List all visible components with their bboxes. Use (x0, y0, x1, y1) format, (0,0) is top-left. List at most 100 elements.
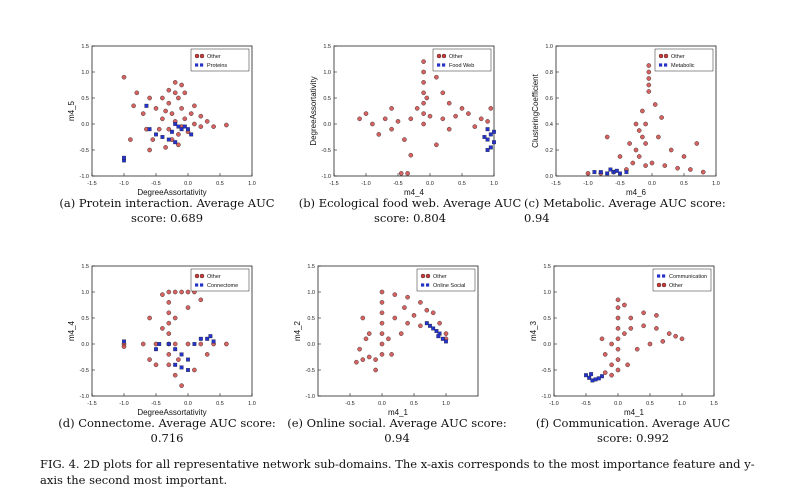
data-point-other (640, 134, 645, 140)
legend-label: Other (207, 274, 221, 280)
data-point-other (192, 103, 197, 109)
x-tick-label: 0.0 (378, 401, 386, 407)
x-tick-label: 1.5 (710, 401, 718, 407)
data-point-other (382, 116, 388, 122)
data-point-other (360, 315, 366, 321)
y-tick-label: 0.4 (545, 122, 553, 128)
data-point-domain (160, 135, 165, 139)
data-point-other (166, 289, 172, 295)
data-point-other (446, 100, 452, 106)
data-point-other (434, 74, 439, 80)
scatter-plot-a: -1.5 -1.0 -0.5 0.0 0.5 1.0-1.0-0.50.00.51.01.… (67, 44, 256, 197)
data-point-other (370, 121, 375, 127)
data-point-other (609, 372, 614, 378)
x-tick-label: -1.5 (329, 181, 338, 187)
x-tick-label: -1.5 (551, 181, 560, 187)
x-tick-label: 0.5 (458, 181, 466, 187)
data-point-other (398, 331, 404, 336)
y-tick-label: 1.0 (323, 70, 331, 76)
legend-marker-domain (657, 274, 661, 278)
data-point-other (615, 367, 621, 373)
x-tick-label: -0.5 (581, 401, 590, 407)
data-point-other (668, 147, 674, 153)
data-point-other (204, 352, 210, 357)
y-tick-label: -0.5 (322, 148, 331, 154)
x-tick-label: 0.0 (184, 401, 192, 407)
data-point-domain (173, 362, 178, 367)
data-point-other (421, 111, 426, 116)
data-point-other (434, 142, 439, 148)
x-tick-label: 0.0 (648, 181, 656, 187)
legend-label: Communication (669, 274, 707, 280)
data-point-domain (211, 339, 216, 344)
data-point-other (402, 137, 407, 142)
data-point-other (405, 171, 410, 176)
data-point-other (192, 121, 197, 127)
data-point-other (615, 336, 621, 342)
data-point-other (176, 95, 181, 101)
x-tick-label: -1.0 (549, 401, 558, 407)
data-point-other (363, 111, 369, 116)
data-point-other (459, 106, 465, 111)
subplot-f: -1.0 -0.5 0.0 0.5 1.0 1.5 -1.0 -0.5 0.0 0.5 1.0 1.5… (520, 258, 720, 440)
data-point-other (604, 134, 610, 140)
x-tick-label: -1.0 (361, 181, 370, 187)
data-point-other (398, 171, 404, 176)
data-point-other (198, 124, 204, 129)
data-point-other (625, 362, 630, 368)
legend-marker-other (658, 53, 664, 59)
x-tick-label: -0.5 (393, 181, 402, 187)
x-tick-label: -1.5 (87, 181, 96, 187)
legend-box (432, 48, 492, 72)
data-point-domain (182, 124, 187, 129)
data-point-other (609, 341, 614, 347)
y-tick-label: -1.0 (306, 394, 315, 400)
data-point-other (679, 336, 685, 342)
data-point-other (147, 315, 152, 321)
data-point-other (172, 372, 178, 378)
data-point-other (646, 82, 652, 88)
data-point-other (224, 341, 229, 347)
y-tick-label: 0.5 (81, 96, 89, 102)
legend-marker-domain (195, 63, 199, 67)
data-point-other (421, 121, 426, 127)
data-point-domain (154, 347, 158, 352)
y-tick-label: 1.0 (543, 290, 551, 296)
data-point-other (176, 357, 181, 362)
subplot-caption: (c) Metabolic. Average AUC score: 0.94 (524, 196, 726, 225)
data-point-domain (205, 336, 210, 341)
data-point-other (176, 142, 181, 148)
y-tick-label: 0.0 (307, 342, 315, 348)
data-point-other (633, 147, 639, 153)
x-tick-label: 1.0 (678, 401, 686, 407)
data-point-domain (488, 132, 493, 137)
x-tick-label: 0.5 (410, 401, 418, 407)
x-tick-label: -0.5 (615, 181, 624, 187)
legend-marker-domain (437, 63, 441, 67)
data-point-domain (434, 329, 439, 333)
y-tick-label: -1.0 (322, 174, 331, 180)
data-point-other (376, 132, 382, 137)
data-point-domain (192, 342, 197, 346)
data-point-domain (144, 103, 149, 108)
data-point-other (379, 352, 385, 357)
data-point-other (662, 163, 668, 168)
data-point-other (628, 326, 634, 331)
x-axis-label: m4_4 (404, 188, 425, 197)
data-point-other (121, 74, 127, 80)
data-point-other (182, 116, 188, 122)
legend-marker-domain (659, 63, 663, 67)
scatter-plot-b: -1.5 -1.0 -0.5 0.0 0.5 1.0-1.0-0.50.00.51.01.… (309, 44, 498, 197)
y-tick-label: 1.0 (307, 290, 315, 296)
data-point-other (646, 63, 652, 68)
data-point-other (453, 113, 458, 119)
data-point-other (204, 119, 210, 124)
data-point-other (654, 313, 659, 318)
data-point-other (185, 305, 191, 310)
data-point-other (643, 141, 648, 146)
data-point-other (634, 346, 640, 352)
data-point-domain (186, 357, 190, 362)
x-tick-label: 0.0 (614, 401, 622, 407)
data-point-other (134, 90, 140, 96)
data-point-other (166, 126, 172, 132)
